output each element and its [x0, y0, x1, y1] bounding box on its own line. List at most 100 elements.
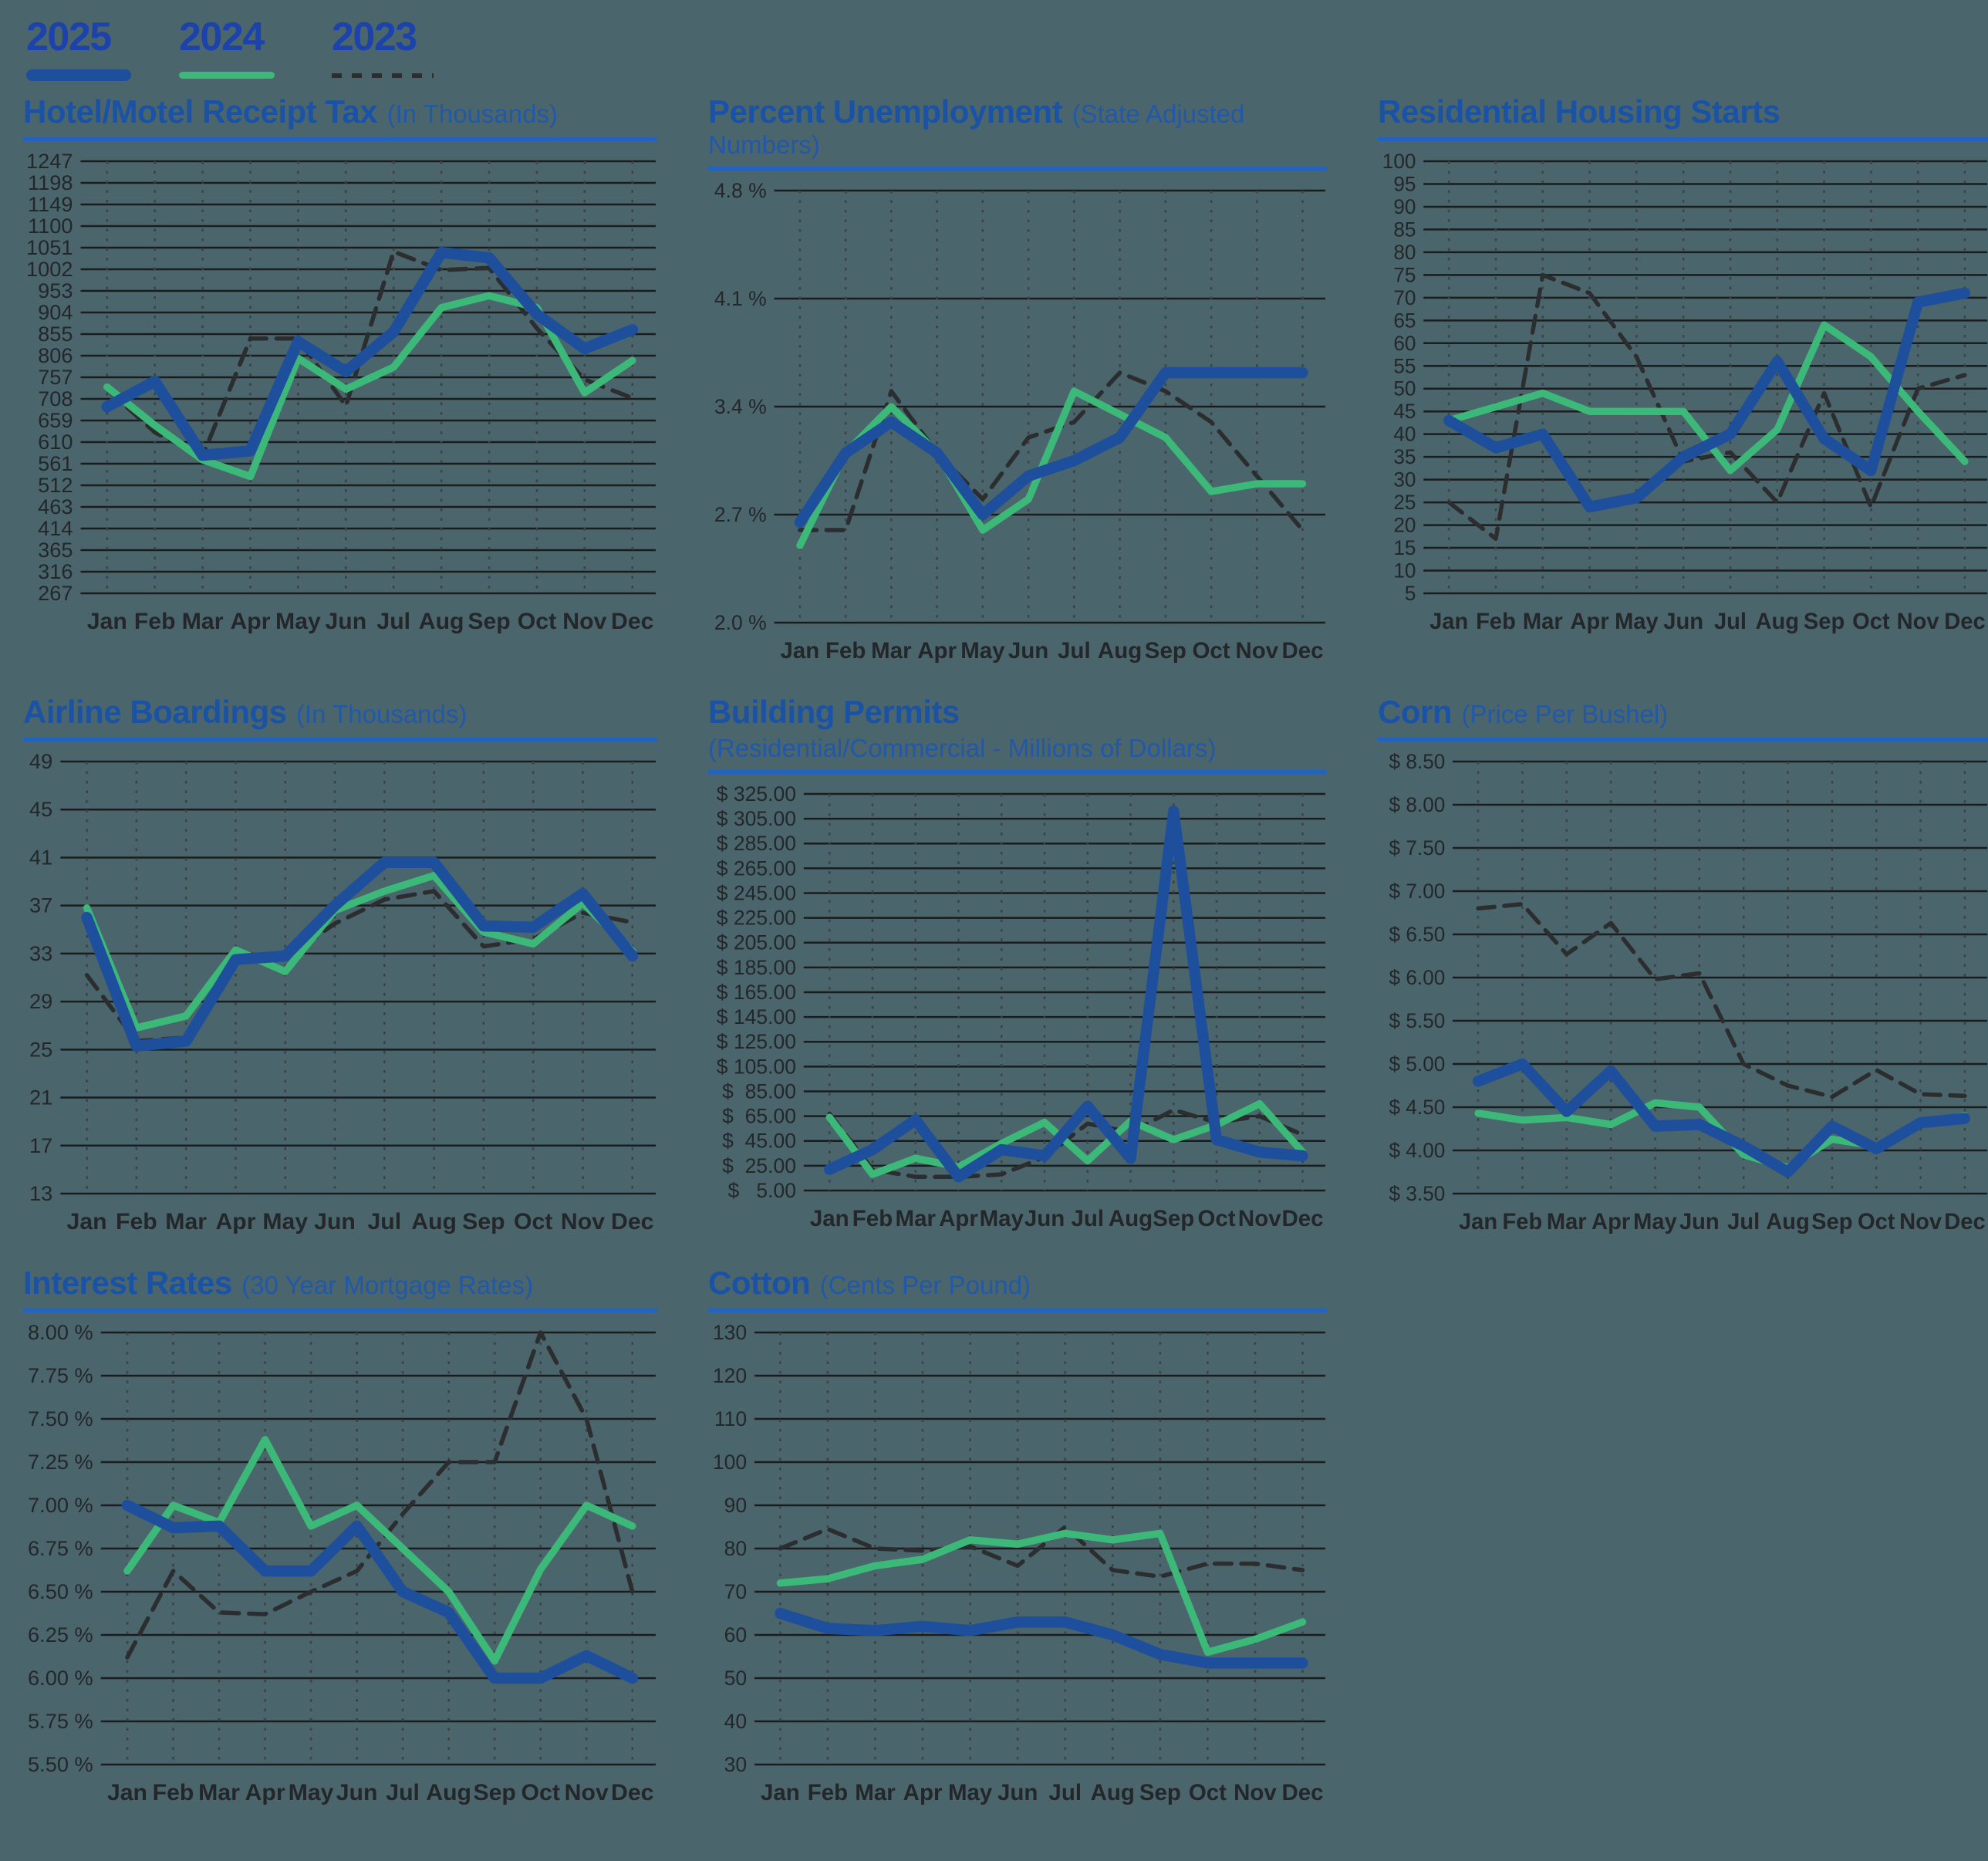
y-tick-label: 70: [724, 1580, 748, 1603]
y-tick-label: $ 8.50: [1389, 750, 1446, 773]
y-tick-label: 70: [1393, 285, 1416, 309]
y-tick-label: 30: [1393, 468, 1416, 491]
y-tick-label: $ 25.00: [722, 1154, 796, 1177]
chart-subtitle: (In Thousands): [296, 700, 467, 728]
y-tick-label: 7.25 %: [28, 1450, 93, 1474]
y-tick-label: 953: [38, 279, 73, 302]
month-label: Jan: [810, 1206, 849, 1231]
month-label: Jan: [67, 1209, 107, 1234]
month-label: Mar: [896, 1206, 937, 1231]
corn-canvas: $ 8.50 $ 8.00 $ 7.50 $ 7.00 $ 6.50 $ 6.00 $ 5.…: [1389, 750, 1988, 1234]
y-tick-label: 50: [724, 1667, 748, 1690]
month-label: Sep: [1145, 638, 1186, 664]
month-label: Aug: [419, 609, 464, 634]
y-tick-label: 41: [29, 846, 52, 870]
y-tick-label: 3.4 %: [714, 395, 767, 418]
month-label: Feb: [116, 1209, 157, 1234]
month-label: Nov: [562, 609, 606, 634]
y-tick-label: $ 265.00: [717, 856, 796, 880]
y-tick-label: 904: [38, 300, 73, 324]
y-tick-label: 2.7 %: [714, 503, 767, 526]
month-label: Apr: [245, 1780, 285, 1805]
month-label: Mar: [198, 1780, 240, 1805]
month-label: Aug: [411, 1209, 457, 1234]
legend-label-2025: 2025: [26, 15, 112, 59]
y-tick-label: 60: [1393, 331, 1416, 354]
month-label: Jun: [997, 1780, 1038, 1805]
chart-title-bar: Interest Rates (30 Year Mortgage Rates): [23, 1265, 657, 1312]
y-tick-label: 20: [1393, 513, 1416, 536]
building-permits-canvas: $ 325.00$ 305.00$ 285.00$ 265.00$ 245.00…: [717, 782, 1326, 1231]
chart-airline-boardings: Airline Boardings (In Thousands) 49 45 41 3…: [23, 694, 657, 1241]
y-tick-label: 6.25 %: [28, 1623, 93, 1647]
y-tick-label: 1051: [26, 235, 73, 259]
chart-title-bar: Residential Housing Starts: [1378, 93, 1988, 141]
chart-title: Airline Boardings: [23, 694, 287, 730]
y-tick-label: 13: [29, 1181, 52, 1205]
y-tick-label: 25: [1393, 491, 1416, 514]
chart-title: Hotel/Motel Receipt Tax: [23, 93, 378, 130]
y-tick-label: 4.8 %: [714, 179, 767, 202]
y-tick-label: 85: [1393, 218, 1416, 241]
chart-title: Building Permits: [708, 694, 960, 730]
month-label: Sep: [467, 609, 510, 634]
month-label: Jun: [1663, 609, 1703, 634]
month-label: Feb: [1476, 609, 1516, 634]
y-tick-label: 316: [38, 559, 73, 583]
month-label: Oct: [518, 609, 556, 634]
month-label: Jan: [1429, 609, 1468, 634]
y-tick-label: 40: [1393, 422, 1416, 445]
y-tick-label: 120: [713, 1364, 747, 1387]
month-label: Jul: [1058, 638, 1091, 664]
month-label: Oct: [1192, 638, 1230, 664]
month-label: Sep: [1139, 1780, 1181, 1805]
month-label: May: [948, 1780, 993, 1805]
y-tick-label: 414: [38, 516, 73, 540]
series-line-2023: [1446, 272, 1967, 542]
y-tick-label: 75: [1393, 263, 1416, 286]
month-label: Aug: [1109, 1206, 1153, 1231]
month-label: Sep: [462, 1209, 505, 1234]
chart-subtitle: (State Adjusted Numbers): [708, 100, 1245, 159]
month-label: Nov: [1235, 638, 1278, 664]
legend-item-2024: 2024: [179, 14, 289, 81]
month-label: Nov: [1234, 1780, 1277, 1805]
month-label: Jul: [367, 1209, 401, 1234]
legend-line-sample-2023: [332, 73, 434, 78]
chart-title: Percent Unemployment: [708, 93, 1063, 130]
series-line-2023: [1476, 902, 1967, 1099]
y-tick-label: 95: [1393, 172, 1416, 195]
y-tick-label: 80: [1393, 241, 1416, 264]
month-label: May: [1633, 1209, 1677, 1234]
month-label: Jul: [376, 609, 410, 634]
series-line-2025: [794, 366, 1308, 529]
legend-label-2023: 2023: [332, 15, 417, 59]
month-label: Jan: [1459, 1209, 1497, 1234]
y-tick-label: 60: [724, 1623, 748, 1647]
month-label: Oct: [1189, 1780, 1227, 1805]
month-label: Feb: [852, 1206, 893, 1231]
series-line-2024: [83, 872, 636, 1032]
legend: 2025 2024 2023: [0, 0, 1988, 83]
y-tick-label: 512: [38, 473, 73, 497]
month-label: Dec: [1282, 1206, 1324, 1231]
y-tick-label: 4.1 %: [714, 287, 767, 310]
y-tick-label: $ 5.00: [728, 1179, 796, 1202]
y-tick-label: 659: [38, 408, 73, 432]
month-label: Mar: [165, 1209, 207, 1234]
y-tick-label: 100: [1382, 150, 1416, 173]
y-tick-label: 33: [29, 941, 52, 965]
month-label: Dec: [1944, 1209, 1985, 1234]
y-tick-label: $ 145.00: [717, 1005, 796, 1028]
series-line-2025: [775, 1607, 1308, 1669]
chart-title: Residential Housing Starts: [1378, 93, 1780, 130]
y-tick-label: $ 205.00: [717, 931, 796, 954]
y-tick-label: $ 5.50: [1389, 1009, 1446, 1032]
chart-residential-housing-starts: Residential Housing Starts 100 95 90 85 80 75…: [1378, 93, 1988, 670]
y-tick-label: 6.50 %: [28, 1579, 93, 1603]
month-label: May: [262, 1209, 308, 1234]
charts-grid: Hotel/Motel Receipt Tax (In Thousands) 1…: [0, 83, 1988, 1812]
chart-title: Corn: [1378, 694, 1453, 730]
month-label: Dec: [1944, 609, 1985, 634]
economic-indicators-dashboard: 2025 2024 2023 Hotel/Motel Receipt Tax (…: [0, 0, 1988, 1812]
